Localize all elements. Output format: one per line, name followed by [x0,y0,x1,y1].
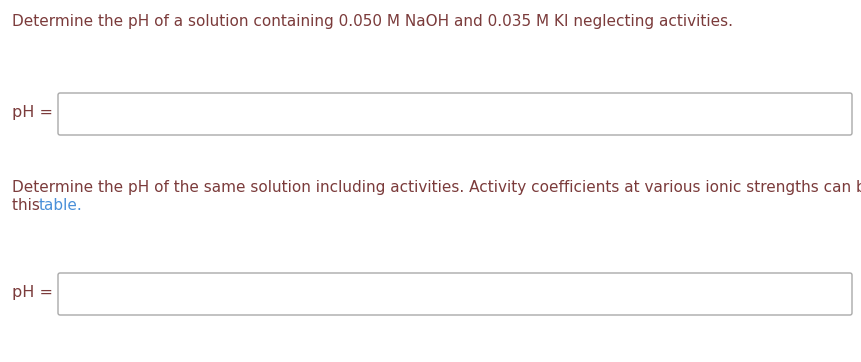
Text: table.: table. [39,198,83,213]
FancyBboxPatch shape [58,273,851,315]
Text: this: this [12,198,45,213]
Text: pH =: pH = [12,285,53,299]
Text: Determine the pH of the same solution including activities. Activity coefficient: Determine the pH of the same solution in… [12,180,861,195]
Text: pH =: pH = [12,105,53,119]
FancyBboxPatch shape [58,93,851,135]
Text: Determine the pH of a solution containing 0.050 M NaOH and 0.035 M KI neglecting: Determine the pH of a solution containin… [12,14,732,29]
